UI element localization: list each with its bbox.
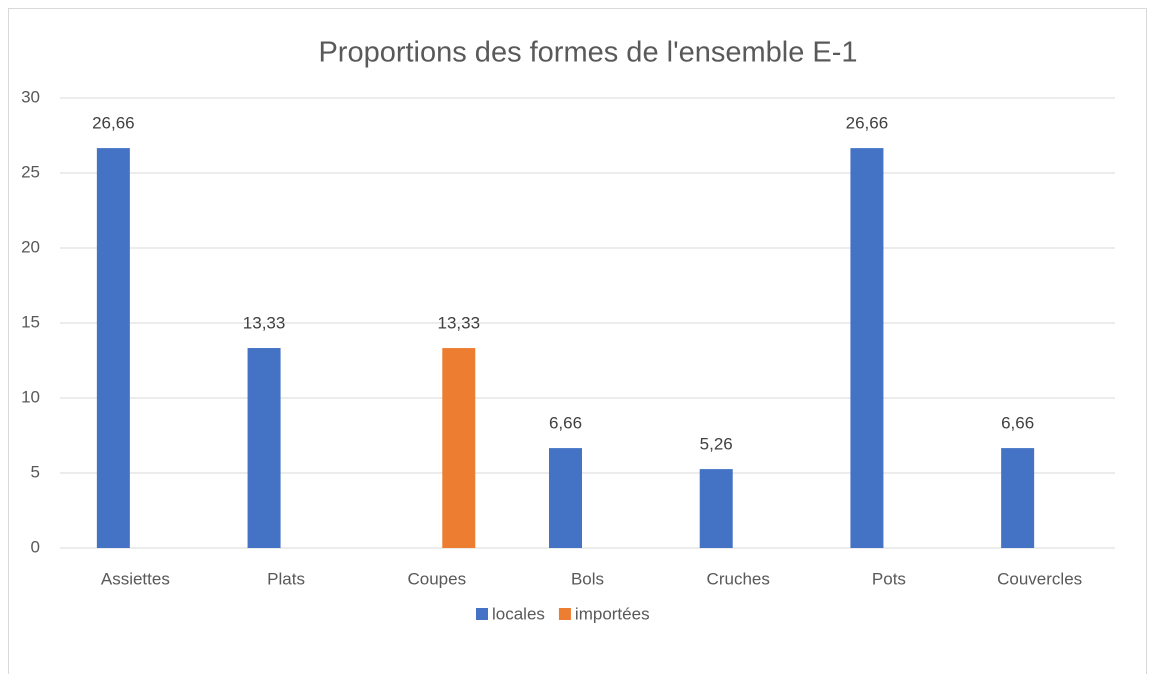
x-tick-label: Pots bbox=[872, 569, 906, 588]
bar bbox=[247, 348, 281, 548]
data-label: 6,66 bbox=[549, 414, 582, 433]
chart-title: Proportions des formes de l'ensemble E-1 bbox=[318, 37, 857, 69]
x-tick-label: Assiettes bbox=[101, 569, 170, 588]
x-tick-label: Coupes bbox=[407, 569, 466, 588]
bar bbox=[699, 469, 733, 548]
y-tick-label: 10 bbox=[21, 387, 40, 406]
data-label: 13,33 bbox=[438, 314, 481, 333]
bar bbox=[850, 148, 884, 548]
x-tick-label: Plats bbox=[267, 569, 305, 588]
bar bbox=[549, 448, 582, 548]
data-label: 26,66 bbox=[846, 114, 889, 133]
data-label: 13,33 bbox=[243, 314, 286, 333]
y-tick-label: 0 bbox=[31, 537, 40, 556]
y-tick-label: 5 bbox=[31, 462, 40, 481]
y-tick-label: 20 bbox=[21, 237, 40, 256]
bar bbox=[442, 348, 476, 548]
y-tick-label: 30 bbox=[21, 87, 40, 106]
bar bbox=[96, 148, 130, 548]
data-label: 5,26 bbox=[700, 435, 733, 454]
data-label: 26,66 bbox=[92, 114, 135, 133]
data-label: 6,66 bbox=[1001, 414, 1034, 433]
legend-label: locales bbox=[492, 604, 545, 623]
x-tick-label: Couvercles bbox=[997, 569, 1082, 588]
x-tick-label: Cruches bbox=[707, 569, 770, 588]
chart-border bbox=[8, 8, 1147, 679]
x-tick-label: Bols bbox=[571, 569, 604, 588]
legend-label: importées bbox=[575, 604, 650, 623]
legend-swatch bbox=[476, 608, 488, 620]
legend-swatch bbox=[558, 608, 571, 620]
bar bbox=[1001, 448, 1035, 548]
y-tick-label: 25 bbox=[21, 162, 40, 181]
y-tick-label: 15 bbox=[21, 312, 40, 331]
